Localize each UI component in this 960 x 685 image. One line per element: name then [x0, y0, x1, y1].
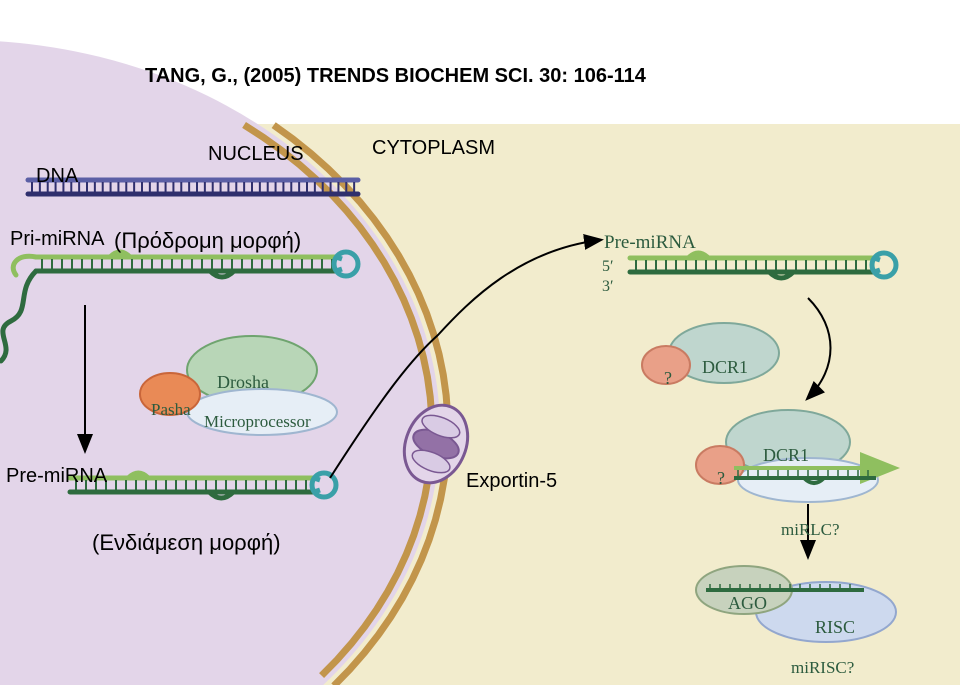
ago-label: AGO [728, 593, 767, 614]
diagram-stage: TANG, G., (2005) TRENDS BIOCHEM SCI. 30:… [0, 0, 960, 685]
risc-label: RISC [815, 617, 855, 638]
citation-text: TANG, G., (2005) TRENDS BIOCHEM SCI. 30:… [145, 65, 646, 88]
mirisc-label: miRISC? [791, 658, 854, 678]
cofactor-b-question: ? [717, 468, 725, 489]
background-svg [0, 0, 960, 685]
pre-mirna-cytoplasm-label: Pre-miRNA [604, 232, 696, 254]
pasha-label: Pasha [151, 400, 191, 420]
microprocessor-label: Microprocessor [204, 412, 311, 432]
mirlc-label: miRLC? [781, 520, 840, 540]
five-prime-label: 5′ [602, 258, 614, 276]
pri-mirna-form-label: (Πρόδρομη μορφή) [114, 228, 301, 254]
pri-mirna-label: Pri-miRNA [10, 228, 104, 251]
exportin5-label: Exportin-5 [466, 470, 557, 493]
dcr1-a-label: DCR1 [702, 357, 748, 378]
cytoplasm-label: CYTOPLASM [372, 137, 495, 160]
dna-label: DNA [36, 165, 78, 188]
dcr1-b-label: DCR1 [763, 445, 809, 466]
drosha-label: Drosha [217, 372, 269, 393]
three-prime-label: 3′ [602, 278, 614, 296]
cofactor-a-question: ? [664, 368, 672, 389]
nucleus-label: NUCLEUS [208, 143, 304, 166]
pre-mirna-nucleus-label: Pre-miRNA [6, 465, 107, 488]
pre-mirna-form-label: (Ενδιάμεση μορφή) [92, 530, 281, 556]
